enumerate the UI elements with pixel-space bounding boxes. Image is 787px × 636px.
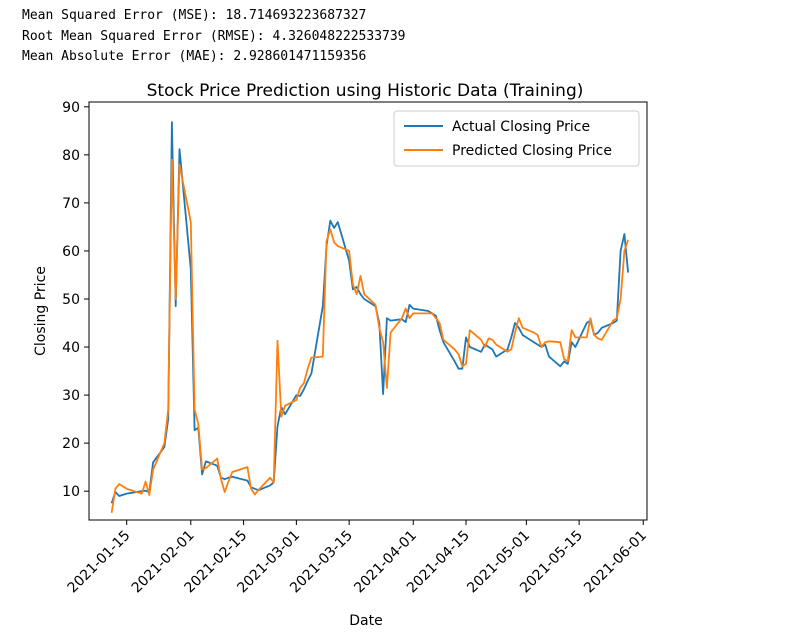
chart-title: Stock Price Prediction using Historic Da… [147,81,584,101]
y-tick-label: 30 [62,388,80,404]
legend-label-predicted: Predicted Closing Price [452,143,612,159]
mse-text: Mean Squared Error (MSE): 18.71469322368… [22,8,367,23]
y-tick-label: 70 [62,196,80,212]
series-line-predicted [110,158,629,513]
y-tick-label: 40 [62,340,80,356]
metrics-output: Mean Squared Error (MSE): 18.71469322368… [22,6,406,68]
legend-box [393,110,640,167]
y-tick-label: 80 [62,148,80,164]
plot-frame [88,101,648,521]
y-tick-label: 20 [62,436,80,452]
x-axis-label: Date [349,613,382,629]
legend: Actual Closing Price Predicted Closing P… [393,110,640,167]
y-tick-label: 10 [62,484,80,500]
mae-text: Mean Absolute Error (MAE): 2.92860147115… [22,49,367,64]
x-tick-label: 2021-06-01 [581,528,650,597]
y-axis-label: Closing Price [33,266,49,356]
x-tick-label: 2021-01-15 [65,528,134,597]
y-tick-label: 60 [62,244,80,260]
y-axis: 10 20 30 40 50 60 70 80 90 [62,100,89,500]
series-line-actual [110,121,629,504]
rmse-text: Root Mean Squared Error (RMSE): 4.326048… [22,28,406,44]
series-layer [110,121,629,513]
y-tick-label: 50 [62,292,80,308]
legend-label-actual: Actual Closing Price [452,119,590,135]
y-tick-label: 90 [62,100,80,116]
x-axis: 2021-01-152021-02-012021-02-152021-03-01… [65,520,650,596]
